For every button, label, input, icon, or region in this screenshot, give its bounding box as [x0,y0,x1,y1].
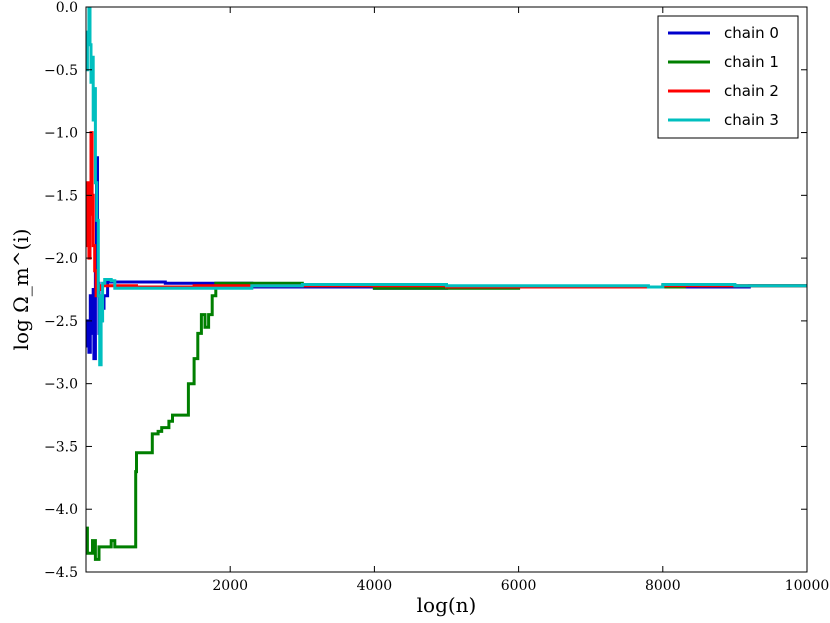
legend-label: chain 0 [724,24,779,42]
legend-label: chain 2 [724,82,779,100]
legend-label: chain 1 [724,53,779,71]
series-line-0 [86,156,807,361]
series-line-2 [86,131,807,298]
legend-label: chain 3 [724,111,779,129]
y-tick-label: −0.5 [44,63,78,79]
x-tick-label: 6000 [501,578,537,594]
y-tick-label: −1.5 [44,188,78,204]
y-tick-label: −1.0 [44,126,78,142]
plot-frame [85,6,808,573]
y-axis-label: log Ω_m^(i) [9,229,33,351]
y-tick-label: 0.0 [56,0,78,16]
y-tick-label: −3.5 [44,439,78,455]
x-tick-label: 8000 [645,578,681,594]
y-tick-label: −2.5 [44,314,78,330]
legend-box [657,15,799,139]
y-tick-label: −2.0 [44,251,78,267]
y-tick-label: −4.0 [44,502,78,518]
x-tick-label: 10000 [785,578,830,594]
x-axis-label: log(n) [417,593,477,617]
ticks-layer: 2000 4000 6000 8000 10000 0.0 −0.5 −1.0 −1.5 −2.0… [44,0,829,594]
legend: chain 0 chain 1 chain 2 chain 3 [657,15,799,139]
x-tick-label: 2000 [212,578,248,594]
x-tick-label: 4000 [357,578,393,594]
series-line-1 [86,281,807,561]
y-tick-label: −3.0 [44,377,78,393]
y-tick-label: −4.5 [44,565,78,581]
